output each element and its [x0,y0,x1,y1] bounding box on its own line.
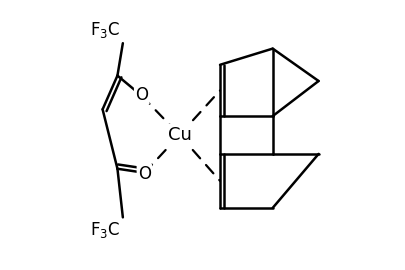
Text: $\mathregular{F_3C}$: $\mathregular{F_3C}$ [90,21,120,40]
Text: O: O [135,86,148,103]
Text: O: O [138,165,151,183]
Text: $\mathregular{F_3C}$: $\mathregular{F_3C}$ [90,220,120,240]
Text: Cu: Cu [168,126,192,144]
